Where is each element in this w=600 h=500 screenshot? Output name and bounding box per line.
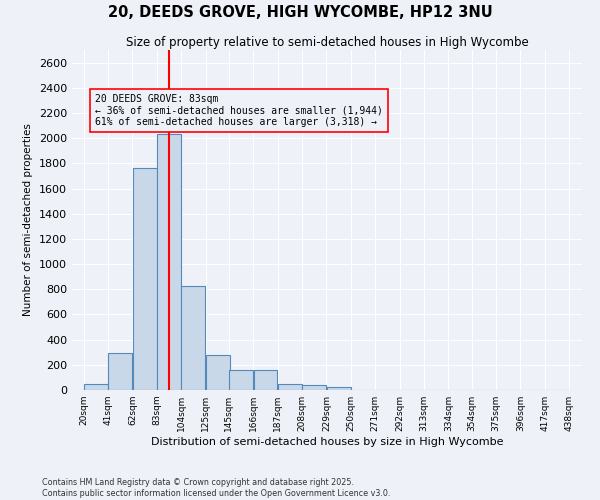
Bar xyxy=(84,384,108,390)
X-axis label: Distribution of semi-detached houses by size in High Wycombe: Distribution of semi-detached houses by … xyxy=(151,437,503,447)
Bar xyxy=(157,134,181,390)
Bar xyxy=(278,384,302,390)
Text: 20 DEEDS GROVE: 83sqm
← 36% of semi-detached houses are smaller (1,944)
61% of s: 20 DEEDS GROVE: 83sqm ← 36% of semi-deta… xyxy=(95,94,383,128)
Text: 20, DEEDS GROVE, HIGH WYCOMBE, HP12 3NU: 20, DEEDS GROVE, HIGH WYCOMBE, HP12 3NU xyxy=(107,5,493,20)
Text: Contains HM Land Registry data © Crown copyright and database right 2025.
Contai: Contains HM Land Registry data © Crown c… xyxy=(42,478,391,498)
Bar xyxy=(133,168,157,390)
Bar xyxy=(206,354,230,390)
Bar xyxy=(327,387,350,390)
Bar xyxy=(181,286,205,390)
Bar xyxy=(254,370,277,390)
Y-axis label: Number of semi-detached properties: Number of semi-detached properties xyxy=(23,124,34,316)
Bar xyxy=(229,370,253,390)
Bar xyxy=(302,385,326,390)
Title: Size of property relative to semi-detached houses in High Wycombe: Size of property relative to semi-detach… xyxy=(125,36,529,49)
Bar xyxy=(109,354,132,390)
